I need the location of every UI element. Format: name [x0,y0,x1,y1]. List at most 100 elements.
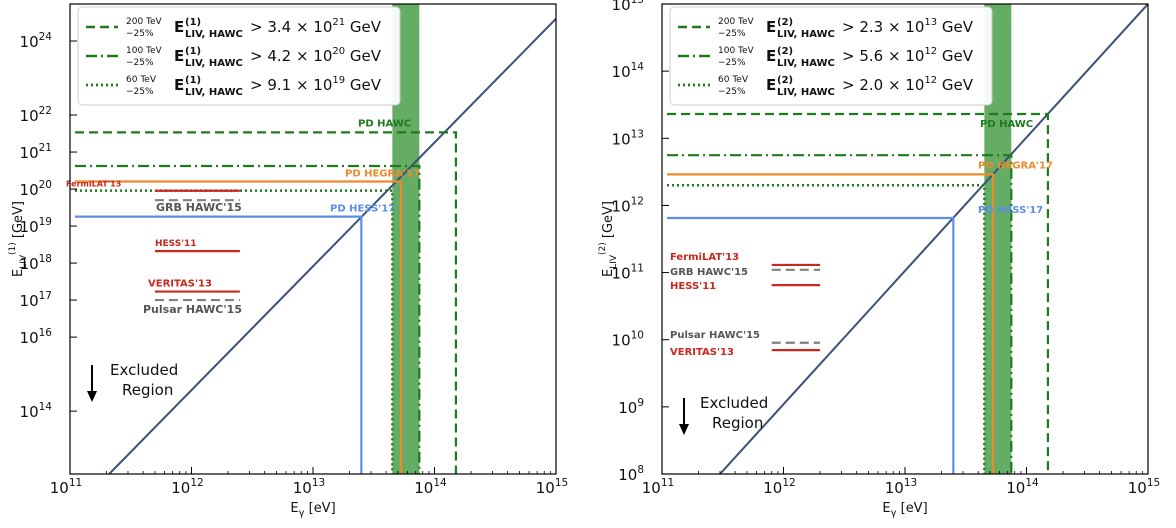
annotation-excluded: Excluded [110,361,178,379]
x-tick-label: 1012 [171,477,203,497]
series-label: PD HAWC [358,118,411,129]
legend-symbol: E [174,18,184,36]
x-tick-label: 1014 [414,477,447,497]
legend-value: > 5.6 × 1012 GeV [842,46,974,65]
y-tick-label: 1015 [612,0,644,14]
legend-sup: (2) [777,46,793,57]
legend-symbol: E [766,47,776,65]
y-tick-label: 1014 [612,61,645,81]
limit-label: GRB HAWC'15 [156,201,242,214]
x-axis-label: Eγ [eV] [882,501,927,519]
x-tick-label: 1012 [763,477,795,497]
legend: 200 TeV−25% E (1)LIV, HAWC > 3.4 × 1021 GeV… [77,6,401,106]
y-tick-label: 1021 [20,142,52,162]
y-tick-label: 109 [618,397,644,417]
y-tick-label: 1022 [20,105,52,125]
limit-label: FermiLAT'13 [66,180,121,189]
legend-prefix-top: 100 TeV [718,46,755,56]
y-tick-label: 108 [618,464,644,484]
legend-value: > 2.0 × 1012 GeV [842,75,974,94]
legend-sup: (1) [185,75,201,86]
limit-label: GRB HAWC'15 [670,267,748,278]
y-tick-label: 1024 [20,31,53,51]
legend-prefix-top: 60 TeV [718,75,749,85]
y-axis-label: ELIV(2) [GeV] [598,201,619,277]
y-tick-label: 1012 [612,195,644,215]
x-axis-label: Eγ [eV] [290,501,335,519]
legend-sup: (2) [777,17,793,28]
limit-label: HESS'11 [155,239,197,249]
y-tick-label: 1014 [20,401,53,421]
legend-prefix-bottom: −25% [718,29,746,39]
annotation-region: Region [122,381,173,399]
legend-sub: LIV, HAWC [777,29,835,40]
x-tick-label: 1015 [1128,477,1160,497]
legend-value: > 3.4 × 1021 GeV [250,17,382,36]
limit-label: VERITAS'13 [670,347,734,358]
legend-value: > 2.3 × 1013 GeV [842,17,974,36]
series-line-4 [667,183,986,474]
legend-prefix-top: 60 TeV [126,75,157,85]
series-line-3 [667,173,995,474]
series-label: PD HEGRA'17 [978,160,1053,171]
legend-sub: LIV, HAWC [185,58,243,69]
legend-sub: LIV, HAWC [185,29,243,40]
series-line-5 [75,215,363,474]
x-tick-label: 1013 [293,477,325,497]
legend-sub: LIV, HAWC [777,87,835,98]
legend-sup: (1) [185,17,201,28]
legend-symbol: E [766,18,776,36]
limit-label: Pulsar HAWC'15 [143,303,242,316]
legend-sub: LIV, HAWC [185,87,243,98]
series-line-2 [75,164,421,474]
legend-prefix-top: 200 TeV [126,17,163,27]
legend-symbol: E [174,76,184,94]
y-tick-label: 1018 [20,253,52,273]
legend-value: > 4.2 × 1020 GeV [250,46,382,65]
series-label: PD HESS'17 [978,205,1043,216]
x-tick-label: 1014 [1006,477,1039,497]
arrow-head-icon [679,424,689,435]
legend: 200 TeV−25% E (2)LIV, HAWC > 2.3 × 1013 GeV… [669,6,993,106]
limit-label: Pulsar HAWC'15 [670,330,760,341]
legend-sub: LIV, HAWC [777,58,835,69]
legend-symbol: E [174,47,184,65]
diagonal-line [719,4,1148,474]
legend-prefix-bottom: −25% [126,58,154,68]
series-line-2 [667,154,1013,474]
legend-prefix-top: 200 TeV [718,17,755,27]
legend-box [77,6,401,106]
legend-prefix-bottom: −25% [718,58,746,68]
series-line-5 [667,216,955,474]
x-tick-label: 1015 [536,477,568,497]
limit-label: FermiLAT'13 [670,252,739,263]
y-tick-label: 1019 [20,216,52,236]
series-line-1 [75,131,457,474]
series-label: PD HEGRA'17 [345,168,420,179]
plot-area [75,4,556,474]
limit-label: HESS'11 [670,281,716,292]
x-tick-label: 1011 [50,477,82,497]
series-line-1 [667,112,1049,474]
y-tick-label: 1011 [612,263,644,283]
chart-panel-1: PD HAWC PD HEGRA'17 PD HESS'17 FermiLAT'13 G… [8,3,568,519]
series-label: PD HAWC [980,119,1033,130]
legend-prefix-bottom: −25% [126,87,154,97]
legend-value: > 9.1 × 1019 GeV [250,75,382,94]
legend-prefix-bottom: −25% [126,29,154,39]
diagonal-line [108,18,556,474]
y-tick-label: 1016 [20,327,53,347]
series-label: PD HESS'17 [330,204,395,215]
y-tick-label: 1020 [20,179,52,199]
y-tick-label: 1013 [612,128,644,148]
y-tick-label: 1010 [612,330,644,350]
y-axis-label: ELIV(1) [GeV] [8,201,29,277]
legend-box [669,6,993,106]
annotation-excluded: Excluded [700,394,768,412]
legend-prefix-bottom: −25% [718,87,746,97]
legend-sup: (2) [777,75,793,86]
series-line-3 [75,180,403,474]
legend-symbol: E [766,76,776,94]
y-tick-label: 1017 [20,290,52,310]
